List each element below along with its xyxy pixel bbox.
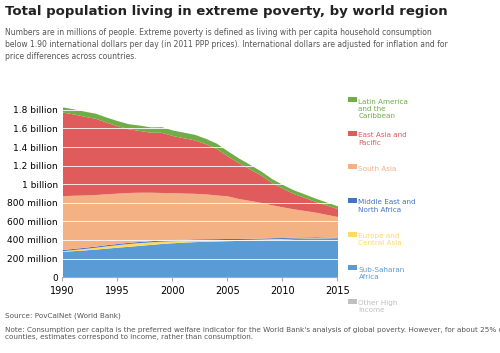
Text: Other High
Income: Other High Income — [358, 300, 398, 313]
Text: Middle East and
North Africa: Middle East and North Africa — [358, 199, 416, 213]
Text: Europe and
Central Asia: Europe and Central Asia — [358, 233, 402, 246]
Text: Note: Consumption per capita is the preferred welfare indicator for the World Ba: Note: Consumption per capita is the pref… — [5, 327, 500, 340]
Text: East Asia and
Pacific: East Asia and Pacific — [358, 132, 407, 146]
Text: Numbers are in millions of people. Extreme poverty is defined as living with per: Numbers are in millions of people. Extre… — [5, 28, 448, 61]
Text: Sub-Saharan
Africa: Sub-Saharan Africa — [358, 267, 405, 280]
Text: South Asia: South Asia — [358, 166, 397, 172]
Text: Latin America
and the
Caribbean: Latin America and the Caribbean — [358, 99, 408, 119]
Text: Total population living in extreme poverty, by world region: Total population living in extreme pover… — [5, 5, 448, 18]
Text: Source: PovCalNet (World Bank): Source: PovCalNet (World Bank) — [5, 312, 121, 319]
